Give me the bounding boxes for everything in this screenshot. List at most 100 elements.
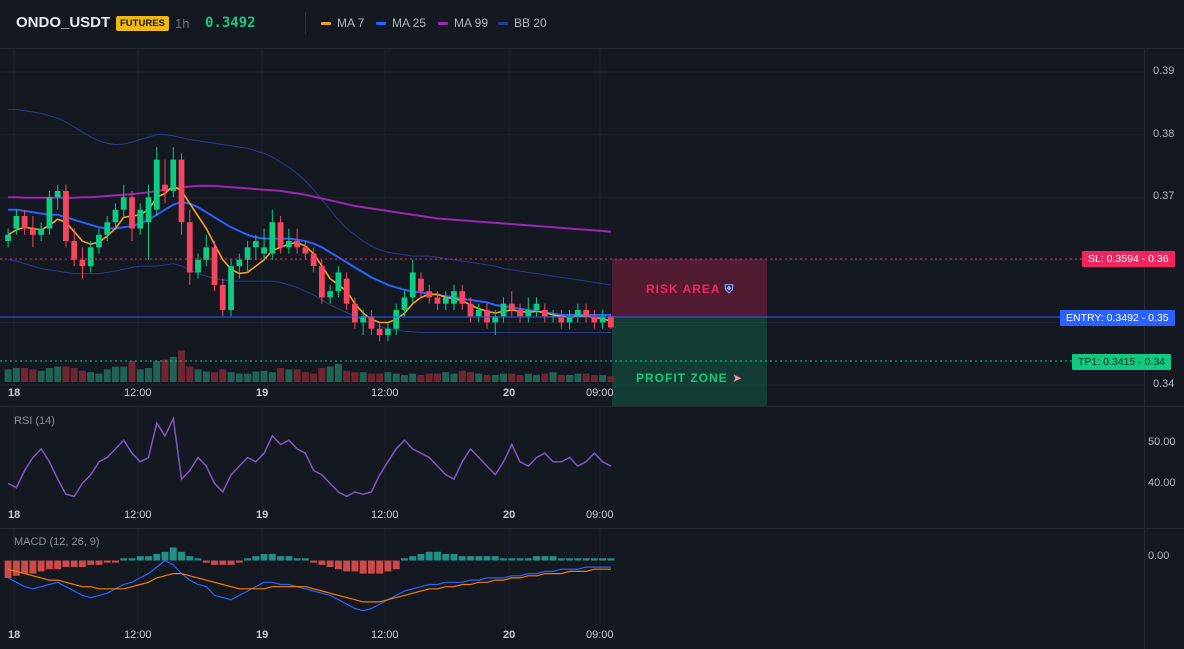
shield-icon: ⛨ <box>724 282 735 296</box>
macd-histogram-bar <box>359 560 367 574</box>
volume-bar <box>87 372 95 382</box>
volume-bar <box>549 372 557 382</box>
panel-divider-rsi[interactable] <box>0 406 1184 407</box>
candle-body <box>96 234 102 248</box>
risk-area-text: RISK AREA <box>646 282 721 296</box>
volume-bar <box>343 370 351 382</box>
symbol-name[interactable]: ONDO_USDT <box>16 14 111 31</box>
candle-body <box>484 309 490 323</box>
volume-bar <box>260 370 268 382</box>
candle-body <box>30 228 36 235</box>
ma7-line <box>7 184 612 324</box>
volume-bar <box>491 375 499 382</box>
macd-histogram-bar <box>37 560 45 572</box>
volume-bar <box>120 366 128 382</box>
macd-histogram-bar <box>260 553 268 561</box>
candle-body <box>63 190 69 242</box>
candle-body <box>327 291 334 298</box>
time-axis-label: 20 <box>503 509 516 521</box>
candle-body <box>352 303 358 323</box>
legend-ma7[interactable]: MA 7 <box>321 16 364 30</box>
chart-header: ONDO_USDT FUTURES 1h 0.3492 MA 7 MA 25 M… <box>0 0 1184 49</box>
candle-body <box>541 309 548 317</box>
volume-bar <box>566 375 574 382</box>
macd-histogram-bar <box>178 551 185 561</box>
volume-bar <box>500 373 508 382</box>
volume-bar <box>12 368 20 382</box>
candle-body <box>385 328 391 336</box>
volume-bar <box>194 369 202 382</box>
volume-bar <box>277 368 285 382</box>
time-axis-label: 18 <box>8 387 21 399</box>
candle-body <box>393 309 400 329</box>
macd-histogram-bar <box>120 558 128 561</box>
macd-line <box>7 559 611 612</box>
macd-histogram-bar <box>417 553 425 561</box>
candle-body <box>153 159 160 210</box>
candle-body <box>38 228 45 235</box>
entry-tag[interactable]: ENTRY: 0.3492 - 0.35 <box>1060 310 1175 326</box>
macd-histogram-bar <box>277 556 285 561</box>
timeframe-selector[interactable]: 1h <box>175 16 190 31</box>
legend-ma99[interactable]: MA 99 <box>438 16 488 30</box>
time-axis-label: 19 <box>256 629 269 641</box>
candle-body <box>269 222 276 254</box>
macd-histogram-bar <box>318 560 326 565</box>
volume-bar <box>599 375 607 382</box>
volume-bar <box>301 372 309 382</box>
macd-histogram-bar <box>574 558 582 561</box>
macd-histogram-bar <box>533 556 541 561</box>
time-axis-label: 09:00 <box>586 387 614 399</box>
candle-body <box>401 297 408 310</box>
volume-bar <box>169 356 177 382</box>
sl-value: 0.36 <box>1148 253 1169 265</box>
volume-bar <box>268 372 276 382</box>
time-axis-label: 12:00 <box>371 509 399 521</box>
volume-bar <box>351 372 359 382</box>
volume-bar <box>21 368 29 382</box>
legend-bb20[interactable]: BB 20 <box>498 16 547 30</box>
volume-bar <box>95 373 103 382</box>
macd-histogram-bar <box>541 556 549 561</box>
volume-bar <box>574 373 582 382</box>
volume-bar <box>483 375 491 382</box>
volume-bar <box>128 361 136 382</box>
macd-histogram-bar <box>169 547 177 561</box>
volume-bar <box>54 366 62 382</box>
tp1-tag[interactable]: TP1: 0.3415 - 0.34 <box>1072 354 1171 370</box>
macd-histogram-bar <box>599 558 607 561</box>
panel-divider-macd[interactable] <box>0 528 1184 529</box>
volume-bar <box>434 373 441 382</box>
entry-value: 0.35 <box>1148 312 1169 324</box>
candle-body <box>79 259 86 267</box>
volume-bar <box>252 371 260 382</box>
candle-body <box>195 259 201 273</box>
macd-histogram-bar <box>475 556 483 561</box>
macd-histogram-bar <box>491 556 499 561</box>
profit-zone-label: PROFIT ZONE ➤ <box>636 371 743 385</box>
rsi-line <box>7 416 612 498</box>
time-axis-label: 12:00 <box>124 387 152 399</box>
candle-body <box>203 247 210 260</box>
candle-body <box>475 309 482 317</box>
rocket-icon: ➤ <box>732 371 744 385</box>
trade-zones <box>612 259 767 407</box>
header-divider <box>305 12 306 34</box>
time-axis-label: 20 <box>503 629 516 641</box>
macd-histogram-bar <box>376 560 384 574</box>
sl-tag[interactable]: SL: 0.3594 - 0.36 <box>1082 251 1175 267</box>
legend-ma25[interactable]: MA 25 <box>376 16 426 30</box>
risk-area-zone <box>612 259 767 317</box>
volume-bar <box>359 372 367 382</box>
volume-bar <box>524 373 532 382</box>
bb-lower-line <box>8 259 611 333</box>
price-axis-border <box>1144 48 1145 649</box>
bb-upper-line <box>8 109 611 286</box>
volume-bar <box>450 373 458 382</box>
time-axis-label: 12:00 <box>371 629 399 641</box>
candle-body <box>46 197 53 229</box>
macd-histogram-bar <box>590 558 598 561</box>
volume-bar <box>70 368 78 382</box>
candle-body <box>5 234 12 242</box>
